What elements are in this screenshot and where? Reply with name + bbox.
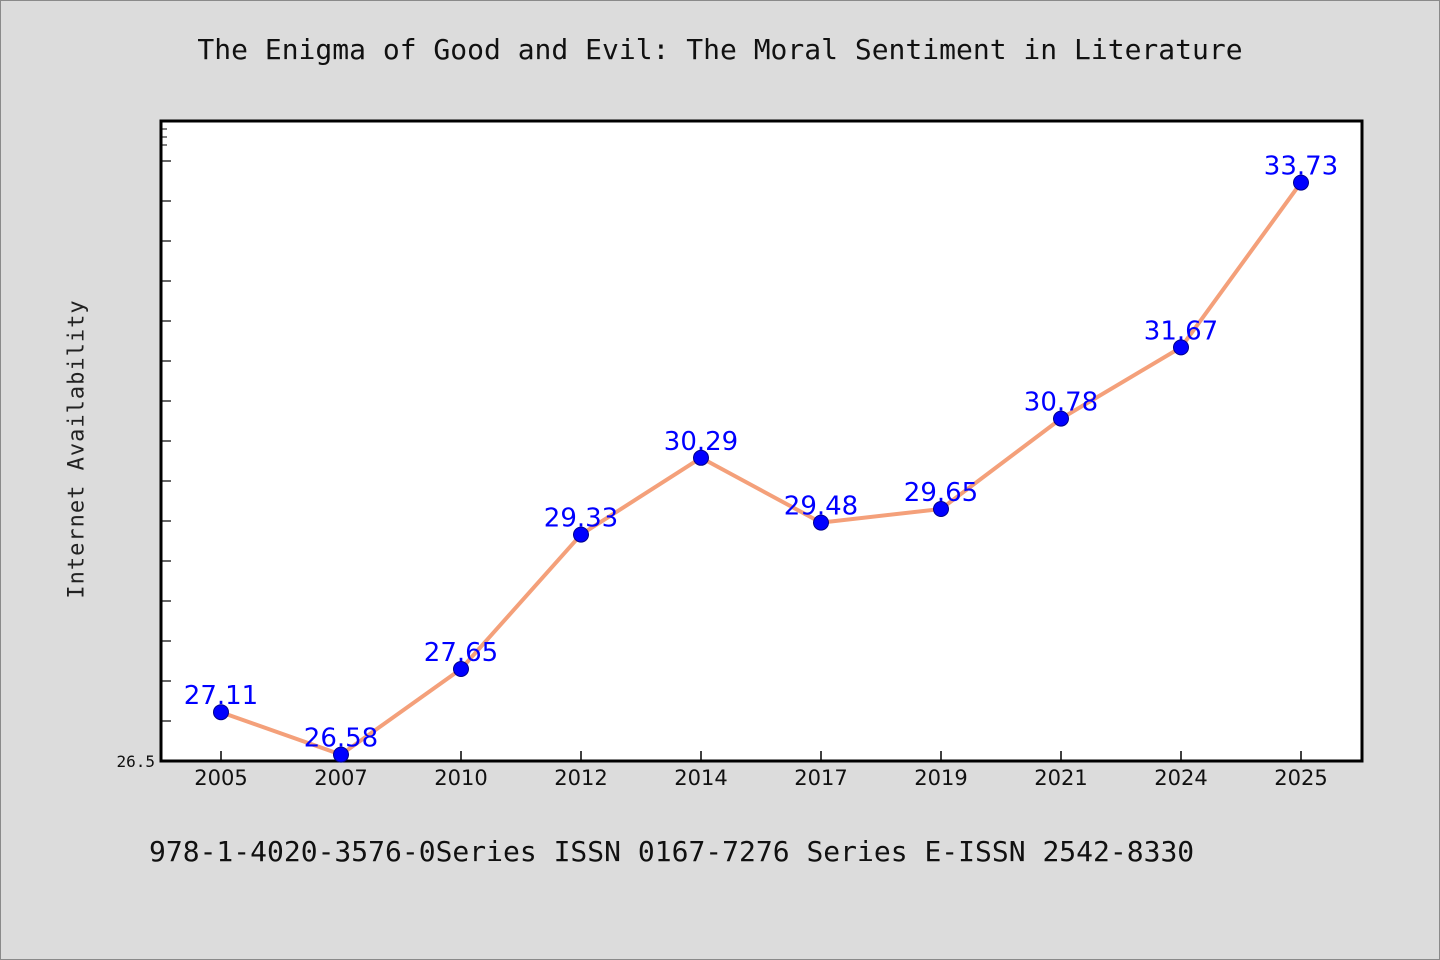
data-point: [813, 514, 829, 531]
x-tick-label: 2025: [1274, 766, 1327, 790]
x-tick-label: 2024: [1154, 766, 1207, 790]
chart-title: The Enigma of Good and Evil: The Moral S…: [197, 33, 1243, 66]
data-label: 30.29: [664, 427, 738, 457]
data-label: 26.58: [304, 724, 378, 754]
data-point: [933, 501, 949, 517]
data-label: 29.33: [544, 504, 618, 534]
x-tick-label: 2021: [1034, 766, 1087, 790]
x-tick-label: 2014: [674, 766, 727, 790]
data-point: [693, 449, 709, 466]
x-tick-label: 2019: [914, 766, 967, 790]
data-label: 29.48: [784, 492, 858, 522]
y-tick-label: 26.5: [116, 752, 155, 771]
series-line: [219, 180, 1303, 757]
data-label: 30.78: [1024, 388, 1098, 418]
data-label: 33.73: [1264, 152, 1338, 182]
x-tick-label: 2005: [194, 766, 247, 790]
data-label: 31.67: [1144, 316, 1218, 346]
data-point: [1293, 174, 1309, 191]
x-tick-label: 2017: [794, 766, 847, 790]
data-point: [333, 746, 349, 763]
x-tick-label: 2012: [554, 766, 607, 790]
data-label: 27.65: [424, 638, 498, 668]
x-tick-label: 2007: [314, 766, 367, 790]
data-label: 27.11: [184, 681, 258, 711]
data-point: [453, 661, 469, 677]
data-point: [213, 704, 229, 721]
data-point: [1053, 410, 1069, 427]
plot-area: [159, 119, 1364, 763]
footer-isbn-text: 978-1-4020-3576-0Series ISSN 0167-7276 S…: [149, 835, 1195, 868]
data-point: [1173, 339, 1189, 356]
data-label: 29.65: [904, 478, 978, 508]
x-tick-label: 2010: [434, 766, 487, 790]
data-point: [573, 526, 589, 543]
